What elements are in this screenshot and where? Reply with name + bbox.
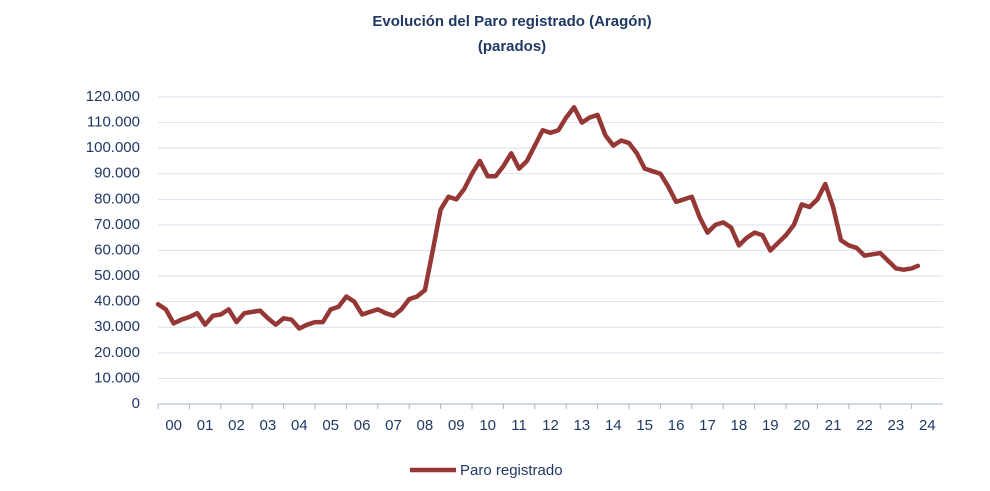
y-tick-label: 70.000 bbox=[94, 216, 140, 233]
x-tick-label: 09 bbox=[448, 417, 465, 434]
y-tick-label: 60.000 bbox=[94, 241, 140, 258]
x-tick-label: 00 bbox=[165, 417, 182, 434]
x-tick-label: 19 bbox=[762, 417, 779, 434]
x-tick-label: 16 bbox=[668, 417, 685, 434]
x-tick-label: 23 bbox=[888, 417, 905, 434]
data-line bbox=[155, 104, 921, 331]
legend-label: Paro registrado bbox=[460, 462, 563, 479]
x-tick-label: 24 bbox=[919, 417, 936, 434]
x-tick-label: 21 bbox=[825, 417, 842, 434]
x-tick-label: 07 bbox=[385, 417, 402, 434]
x-tick-label: 06 bbox=[354, 417, 371, 434]
x-tick-label: 15 bbox=[636, 417, 653, 434]
y-tick-label: 30.000 bbox=[94, 318, 140, 335]
x-tick-label: 13 bbox=[574, 417, 591, 434]
chart-title: Evolución del Paro registrado (Aragón) bbox=[372, 13, 651, 30]
x-tick-label: 03 bbox=[260, 417, 277, 434]
x-tick-label: 12 bbox=[542, 417, 559, 434]
x-tick-label: 11 bbox=[511, 417, 527, 434]
x-tick-label: 01 bbox=[197, 417, 214, 434]
y-tick-label: 0 bbox=[132, 395, 140, 412]
y-tick-label: 80.000 bbox=[94, 190, 140, 207]
x-tick-label: 02 bbox=[228, 417, 245, 434]
x-tick-label: 17 bbox=[699, 417, 716, 434]
x-tick-label: 08 bbox=[417, 417, 434, 434]
y-tick-label: 90.000 bbox=[94, 165, 140, 182]
chart-subtitle: (parados) bbox=[478, 38, 546, 55]
x-tick-label: 14 bbox=[605, 417, 622, 434]
x-tick-label: 04 bbox=[291, 417, 308, 434]
x-tick-label: 10 bbox=[479, 417, 496, 434]
x-tick-label: 20 bbox=[793, 417, 810, 434]
x-tick-label: 22 bbox=[856, 417, 873, 434]
x-tick-label: 05 bbox=[322, 417, 339, 434]
y-tick-label: 120.000 bbox=[86, 88, 140, 105]
y-tick-label: 100.000 bbox=[86, 139, 140, 156]
y-tick-label: 10.000 bbox=[94, 369, 140, 386]
y-tick-label: 20.000 bbox=[94, 344, 140, 361]
y-tick-label: 110.000 bbox=[87, 114, 140, 131]
y-tick-label: 40.000 bbox=[94, 293, 140, 310]
y-tick-label: 50.000 bbox=[94, 267, 140, 284]
x-tick-label: 18 bbox=[731, 417, 748, 434]
